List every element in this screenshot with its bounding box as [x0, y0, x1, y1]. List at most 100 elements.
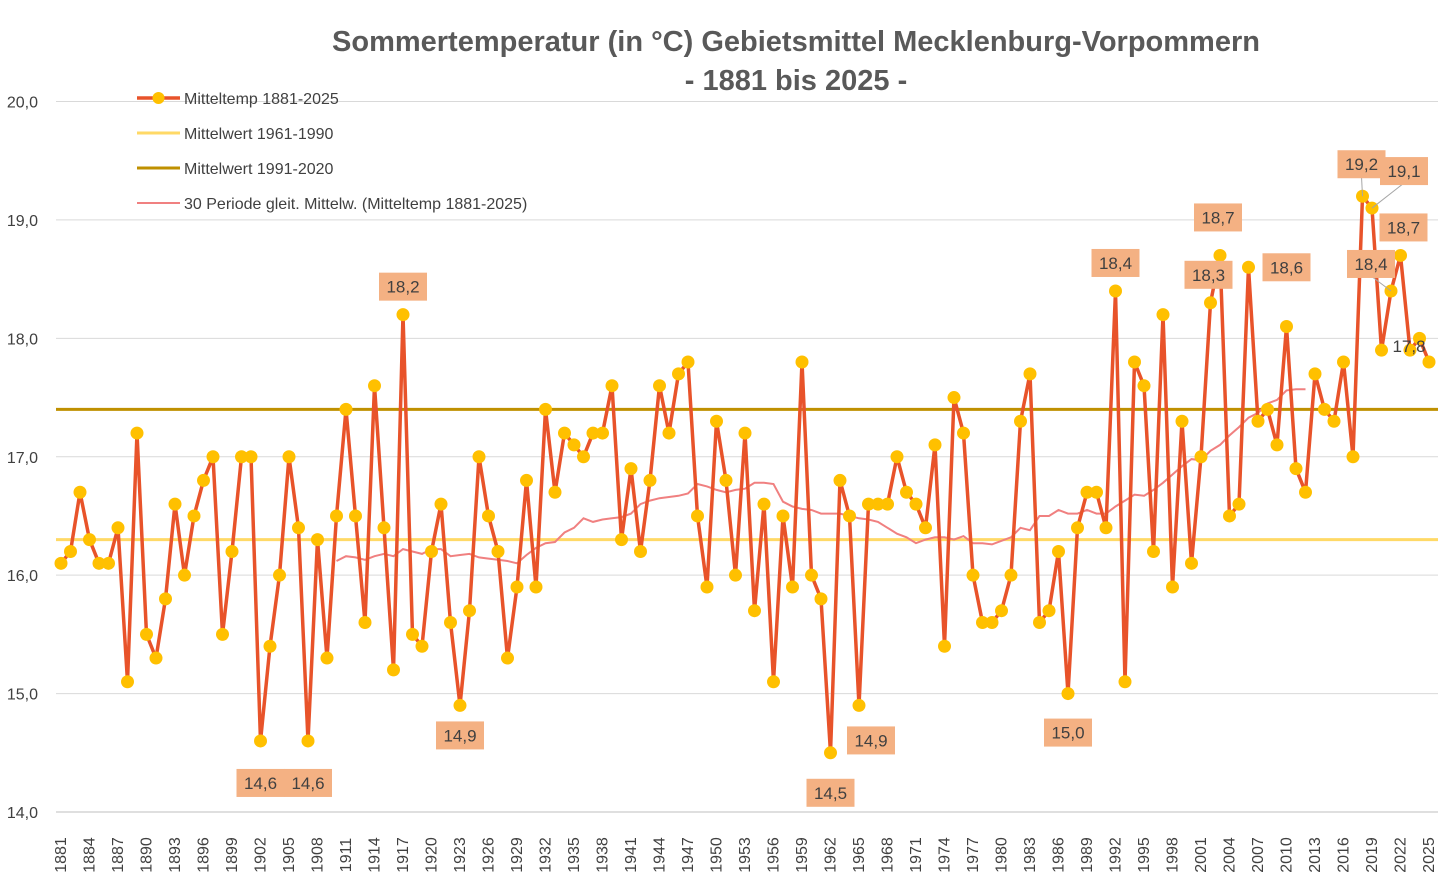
data-point — [957, 426, 970, 440]
x-tick-label: 1956 — [766, 837, 783, 873]
data-point — [510, 580, 524, 594]
data-point — [995, 604, 1008, 618]
data-point — [254, 734, 267, 748]
data-point — [111, 521, 125, 535]
x-tick-label: 1887 — [110, 837, 127, 873]
data-point — [1232, 497, 1246, 511]
x-tick-label: 1947 — [680, 837, 697, 873]
x-tick-label: 1932 — [538, 837, 555, 873]
data-point — [539, 402, 552, 416]
data-point — [396, 308, 410, 322]
data-point — [653, 379, 666, 393]
x-tick-label: 1977 — [965, 837, 982, 873]
data-point — [824, 746, 837, 760]
data-point — [786, 580, 799, 594]
x-tick-label: 1965 — [851, 837, 868, 873]
data-point — [92, 556, 106, 570]
data-label: 19,1 — [1387, 162, 1420, 181]
data-point — [1299, 485, 1312, 499]
data-point — [425, 544, 438, 558]
data-label-box — [1337, 150, 1386, 179]
data-label-box — [1380, 157, 1428, 186]
data-point — [320, 651, 334, 665]
data-point — [1147, 544, 1160, 558]
x-tick-label: 2016 — [1336, 837, 1353, 873]
x-tick-label: 1995 — [1136, 837, 1153, 873]
data-point — [1166, 580, 1179, 594]
data-point — [1318, 402, 1331, 416]
x-tick-label: 1926 — [481, 837, 498, 873]
x-tick-label: 2001 — [1193, 837, 1210, 873]
data-point — [529, 580, 543, 594]
data-point — [577, 450, 590, 464]
data-point — [273, 568, 286, 582]
x-tick-label: 1968 — [880, 837, 897, 873]
data-point — [966, 568, 980, 582]
data-point — [567, 438, 581, 452]
data-point — [947, 391, 961, 405]
data-point — [1109, 284, 1122, 298]
data-point — [149, 651, 163, 665]
x-tick-label: 1902 — [253, 837, 270, 873]
data-point — [1251, 414, 1265, 428]
x-tick-label: 1917 — [395, 837, 412, 873]
data-point — [1223, 509, 1236, 523]
data-label: 18,4 — [1354, 255, 1387, 274]
data-point — [406, 627, 419, 641]
x-tick-label: 1896 — [196, 837, 213, 873]
x-tick-label: 1881 — [53, 837, 70, 873]
data-label: 18,2 — [386, 278, 419, 297]
data-point — [520, 473, 533, 487]
data-point — [710, 414, 723, 428]
legend-label: Mittelwert 1961-1990 — [184, 126, 334, 143]
data-point — [1099, 521, 1113, 535]
x-tick-label: 2025 — [1421, 837, 1438, 873]
data-point — [159, 592, 172, 606]
data-point — [1080, 485, 1094, 499]
data-label-box — [1044, 718, 1092, 747]
x-tick-label: 1950 — [709, 837, 726, 873]
x-tick-label: 1941 — [623, 837, 640, 873]
data-point — [1042, 604, 1056, 618]
y-axis: 14,0 15,0 16,0 17,0 18,0 19,0 20,0 — [7, 95, 38, 823]
data-point — [301, 734, 315, 748]
label-leader-line — [1361, 176, 1363, 197]
legend-label: Mitteltemp 1881-2025 — [184, 91, 339, 108]
x-tick-label: 1920 — [424, 837, 441, 873]
x-tick-label: 1923 — [452, 837, 469, 873]
data-label-box — [1262, 253, 1311, 282]
data-point — [900, 485, 913, 499]
data-point — [1204, 296, 1217, 310]
data-point — [738, 426, 752, 440]
data-point — [1375, 343, 1388, 357]
data-point — [605, 379, 619, 393]
x-tick-label: 2010 — [1279, 837, 1296, 873]
data-labels: 14,6 14,6 18,2 14,9 14,5 14,9 15,0 18,4 18,3 18,7… — [236, 150, 1428, 807]
data-point — [700, 580, 714, 594]
data-point — [1061, 687, 1075, 701]
data-point — [1280, 319, 1293, 333]
y-tick-label: 19,0 — [7, 213, 38, 230]
data-point — [1422, 355, 1436, 369]
data-point — [871, 497, 885, 511]
data-label: 14,6 — [244, 774, 277, 793]
data-point — [1327, 414, 1341, 428]
x-tick-label: 1899 — [224, 837, 241, 873]
y-tick-label: 18,0 — [7, 331, 38, 348]
data-point — [833, 473, 847, 487]
data-point — [64, 544, 77, 558]
data-point — [1213, 248, 1227, 262]
data-point — [225, 544, 239, 558]
data-point — [814, 592, 828, 606]
data-point — [168, 497, 182, 511]
data-point — [102, 556, 115, 570]
data-point — [643, 473, 657, 487]
data-point — [358, 616, 372, 630]
data-label: 14,6 — [291, 774, 324, 793]
label-leader-line — [1371, 182, 1405, 209]
x-tick-label: 1974 — [937, 837, 954, 873]
data-point — [976, 616, 989, 630]
reference-lines — [56, 407, 1438, 542]
legend-label: Mittelwert 1991-2020 — [184, 161, 334, 178]
